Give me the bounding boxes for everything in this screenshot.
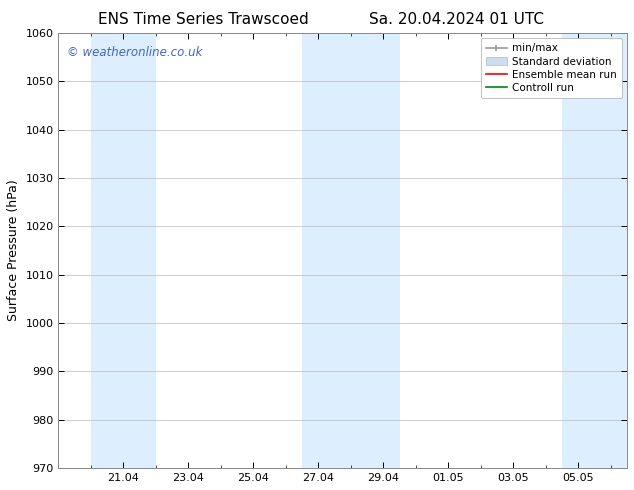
Y-axis label: Surface Pressure (hPa): Surface Pressure (hPa): [7, 180, 20, 321]
Bar: [91, 33, 156, 468]
Legend: min/max, Standard deviation, Ensemble mean run, Controll run: min/max, Standard deviation, Ensemble me…: [481, 38, 622, 98]
Text: ENS Time Series Trawscoed: ENS Time Series Trawscoed: [98, 12, 308, 27]
Bar: [562, 33, 627, 468]
Text: Sa. 20.04.2024 01 UTC: Sa. 20.04.2024 01 UTC: [369, 12, 544, 27]
Text: © weatheronline.co.uk: © weatheronline.co.uk: [67, 46, 202, 59]
Bar: [302, 33, 399, 468]
